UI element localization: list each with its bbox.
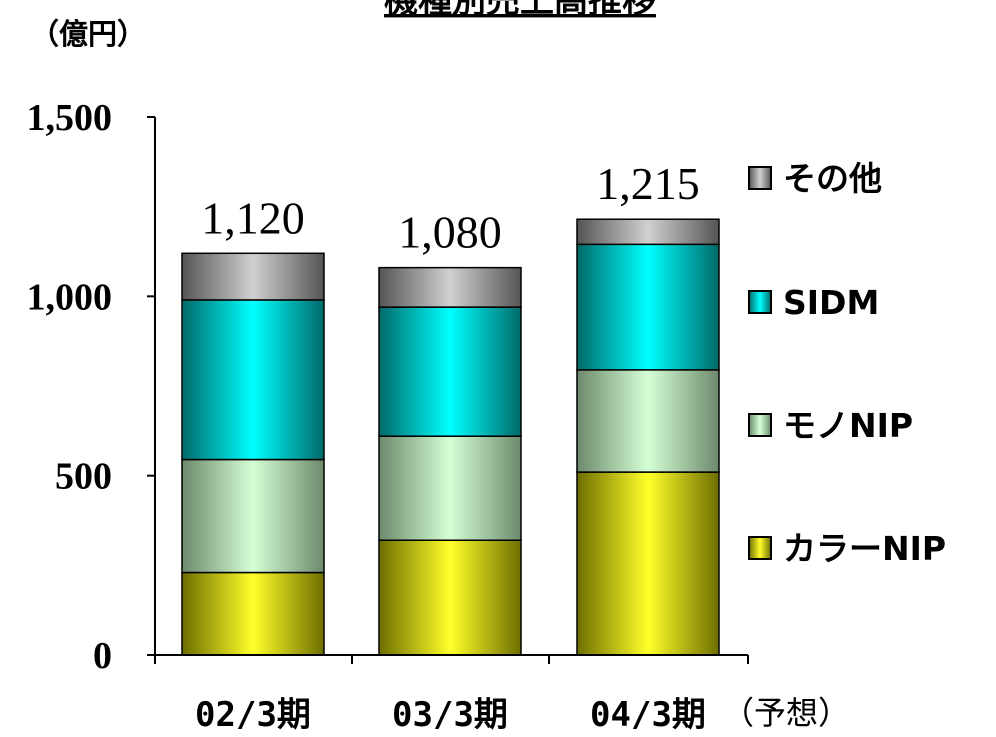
y-tick-label: 500 bbox=[55, 456, 112, 498]
unit-label: （億円） bbox=[30, 17, 146, 51]
legend-label: モノNIP bbox=[783, 406, 913, 445]
bar-segment bbox=[181, 571, 325, 656]
legend: その他 SIDM モノNIP カラーNIP bbox=[748, 159, 946, 568]
bar-segment bbox=[576, 369, 720, 473]
bar-segment bbox=[378, 539, 522, 656]
axis-layer: 0 500 1,000 1,500 bbox=[27, 97, 749, 677]
total-label: 1,120 bbox=[201, 192, 305, 243]
bar-segment bbox=[576, 218, 720, 246]
x-category-label: 04/3期 bbox=[590, 695, 706, 735]
y-tick-label: 1,000 bbox=[27, 276, 113, 318]
bar-segment bbox=[378, 266, 522, 308]
legend-swatch bbox=[748, 413, 772, 437]
y-tick-label: 1,500 bbox=[27, 97, 113, 139]
legend-label: その他 bbox=[783, 159, 882, 198]
x-category-label: 02/3期 bbox=[195, 695, 311, 735]
chart-title: 機種別売上高推移 bbox=[384, 0, 656, 21]
total-label: 1,215 bbox=[596, 158, 700, 209]
bar-segment bbox=[378, 306, 522, 437]
legend-swatch bbox=[748, 536, 772, 560]
bar-segment bbox=[181, 252, 325, 301]
y-tick-label: 0 bbox=[93, 635, 112, 677]
bar-segment bbox=[378, 435, 522, 541]
bar-segment bbox=[181, 458, 325, 574]
bar-segment bbox=[181, 299, 325, 461]
bar-segment bbox=[576, 471, 720, 656]
legend-swatch bbox=[748, 166, 772, 190]
legend-label: カラーNIP bbox=[783, 529, 946, 568]
total-label: 1,080 bbox=[398, 207, 502, 258]
forecast-note: （予想） bbox=[722, 694, 850, 732]
bars-layer bbox=[181, 218, 720, 656]
legend-label: SIDM bbox=[783, 283, 879, 322]
bar-segment bbox=[576, 243, 720, 371]
legend-swatch bbox=[748, 290, 772, 314]
labels-layer: 1,120 02/3期 1,080 03/3期 1,215 04/3期 bbox=[195, 158, 706, 735]
x-category-label: 03/3期 bbox=[392, 695, 508, 735]
